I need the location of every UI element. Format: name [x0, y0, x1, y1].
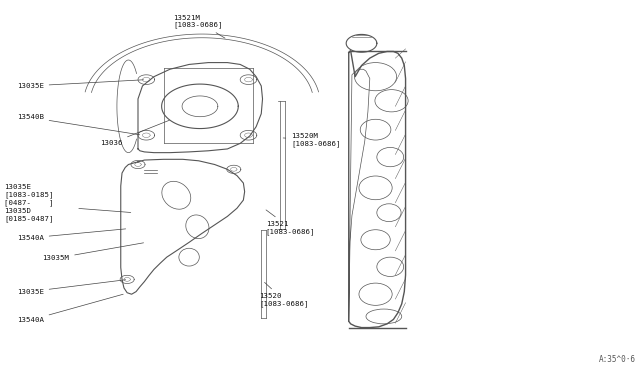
Text: 13520
[1083-0686]: 13520 [1083-0686] — [259, 282, 309, 307]
Text: 13035E: 13035E — [17, 80, 143, 89]
Text: 13521
[1083-0686]: 13521 [1083-0686] — [266, 210, 316, 235]
Text: 13540B: 13540B — [17, 115, 140, 135]
Text: 13035M: 13035M — [42, 243, 143, 261]
Text: 13035E: 13035E — [17, 280, 125, 295]
Text: 13036: 13036 — [100, 120, 169, 146]
Text: 13520M
[1083-0686]: 13520M [1083-0686] — [283, 133, 340, 147]
Text: 13035E
[1083-0185]
[0487-    ]
13035D
[0185-0487]: 13035E [1083-0185] [0487- ] 13035D [0185… — [4, 183, 53, 222]
Text: 13540A: 13540A — [17, 229, 125, 241]
Text: 13540A: 13540A — [17, 294, 123, 323]
Text: A:35^0·6: A:35^0·6 — [599, 355, 636, 364]
Text: 13521M
[1083-0686]: 13521M [1083-0686] — [173, 15, 225, 38]
